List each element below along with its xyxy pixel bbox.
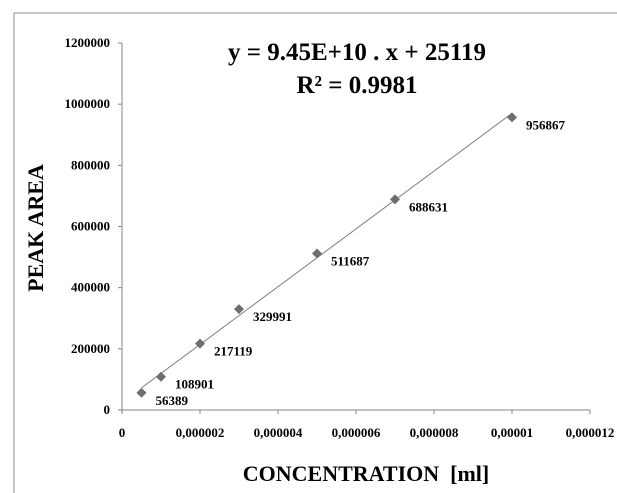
data-label: 108901 [175, 377, 214, 392]
data-label: 956867 [526, 117, 566, 132]
data-point [136, 387, 147, 398]
data-points [136, 112, 517, 398]
y-tick-label: 1000000 [65, 96, 111, 111]
x-tick-label: 0,000002 [176, 425, 225, 440]
y-tick-label: 400000 [71, 280, 110, 295]
data-label: 688631 [409, 199, 448, 214]
data-point [195, 338, 205, 349]
y-tick-label: 800000 [71, 157, 110, 172]
data-point [234, 304, 244, 315]
plot-area: 020000040000060000080000010000001200000 … [65, 35, 615, 440]
x-ticks: 0 0,000002 0,000004 0,000006 0,000008 0,00001… [119, 410, 615, 440]
data-label: 511687 [331, 254, 370, 269]
trendline [141, 112, 513, 389]
data-point [390, 194, 400, 205]
x-tick-label: 0,000012 [566, 425, 615, 440]
y-tick-label: 600000 [71, 219, 110, 234]
data-label: 329991 [253, 309, 292, 324]
y-ticks: 0 200000 400000 600000 800000 1000000 1200000 [65, 35, 122, 417]
y-tick-label: 0 [104, 402, 111, 417]
x-tick-label: 0,000004 [254, 425, 303, 440]
x-axis-title: CONCENTRATION [ml] [243, 461, 489, 486]
data-label: 56389 [156, 393, 189, 408]
data-point [156, 371, 166, 382]
data-label: 217119 [214, 344, 253, 359]
data-point [507, 112, 517, 123]
x-tick-label: 0,000008 [410, 425, 459, 440]
x-tick-label: 0 [119, 425, 126, 440]
r-squared-text: R² = 0.9981 [296, 72, 417, 99]
x-tick-label: 0,00001 [491, 425, 533, 440]
y-tick-label: 200000 [71, 341, 110, 356]
y-tick-label: 1200000 [65, 35, 111, 50]
data-point [312, 248, 322, 259]
x-tick-label: 0,000006 [332, 425, 381, 440]
equation-text: y = 9.45E+10 . x + 25119 [228, 39, 486, 66]
y-axis-title: PEAK AREA [23, 164, 48, 292]
